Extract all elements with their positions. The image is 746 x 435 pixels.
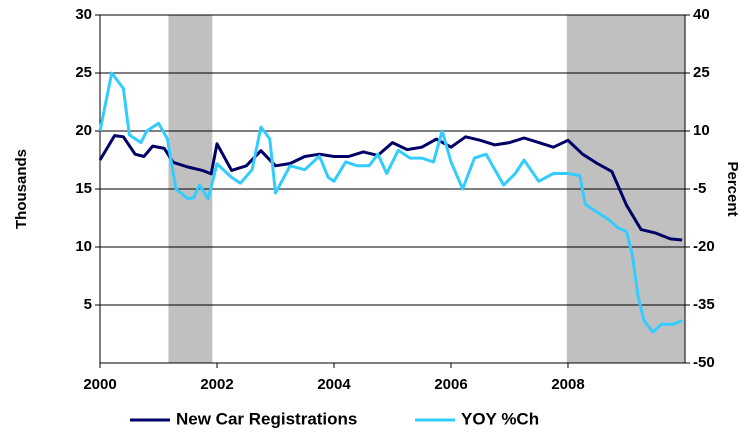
- y-tick-label: 30: [75, 6, 92, 23]
- y2-tick-label: 40: [693, 6, 710, 23]
- x-tick-label: 2008: [551, 376, 584, 393]
- x-tick-label: 2002: [200, 376, 233, 393]
- y-axis-label: Thousands: [13, 149, 30, 229]
- y2-tick-label: 10: [693, 122, 710, 139]
- y-tick-label: 10: [75, 238, 92, 255]
- y2-tick-label: -5: [693, 180, 706, 197]
- y2-tick-label: -35: [693, 296, 715, 313]
- series-line: [98, 71, 683, 334]
- series-line: [98, 134, 683, 242]
- y-tick-label: 15: [75, 180, 92, 197]
- y2-tick-label: -20: [693, 238, 715, 255]
- y-tick-label: 20: [75, 122, 92, 139]
- x-tick-label: 2000: [83, 376, 116, 393]
- plot-border: [99, 14, 686, 364]
- x-tick-label: 2006: [434, 376, 467, 393]
- y-tick-label: 5: [84, 296, 92, 313]
- legend-label: New Car Registrations: [176, 409, 357, 428]
- y2-tick-label: 25: [693, 64, 710, 81]
- y-tick-label: 25: [75, 64, 92, 81]
- y2-tick-label: -50: [693, 354, 715, 371]
- x-tick-label: 2004: [317, 376, 351, 393]
- legend-label: YOY %Ch: [461, 409, 539, 428]
- y2-axis-label: Percent: [724, 161, 741, 216]
